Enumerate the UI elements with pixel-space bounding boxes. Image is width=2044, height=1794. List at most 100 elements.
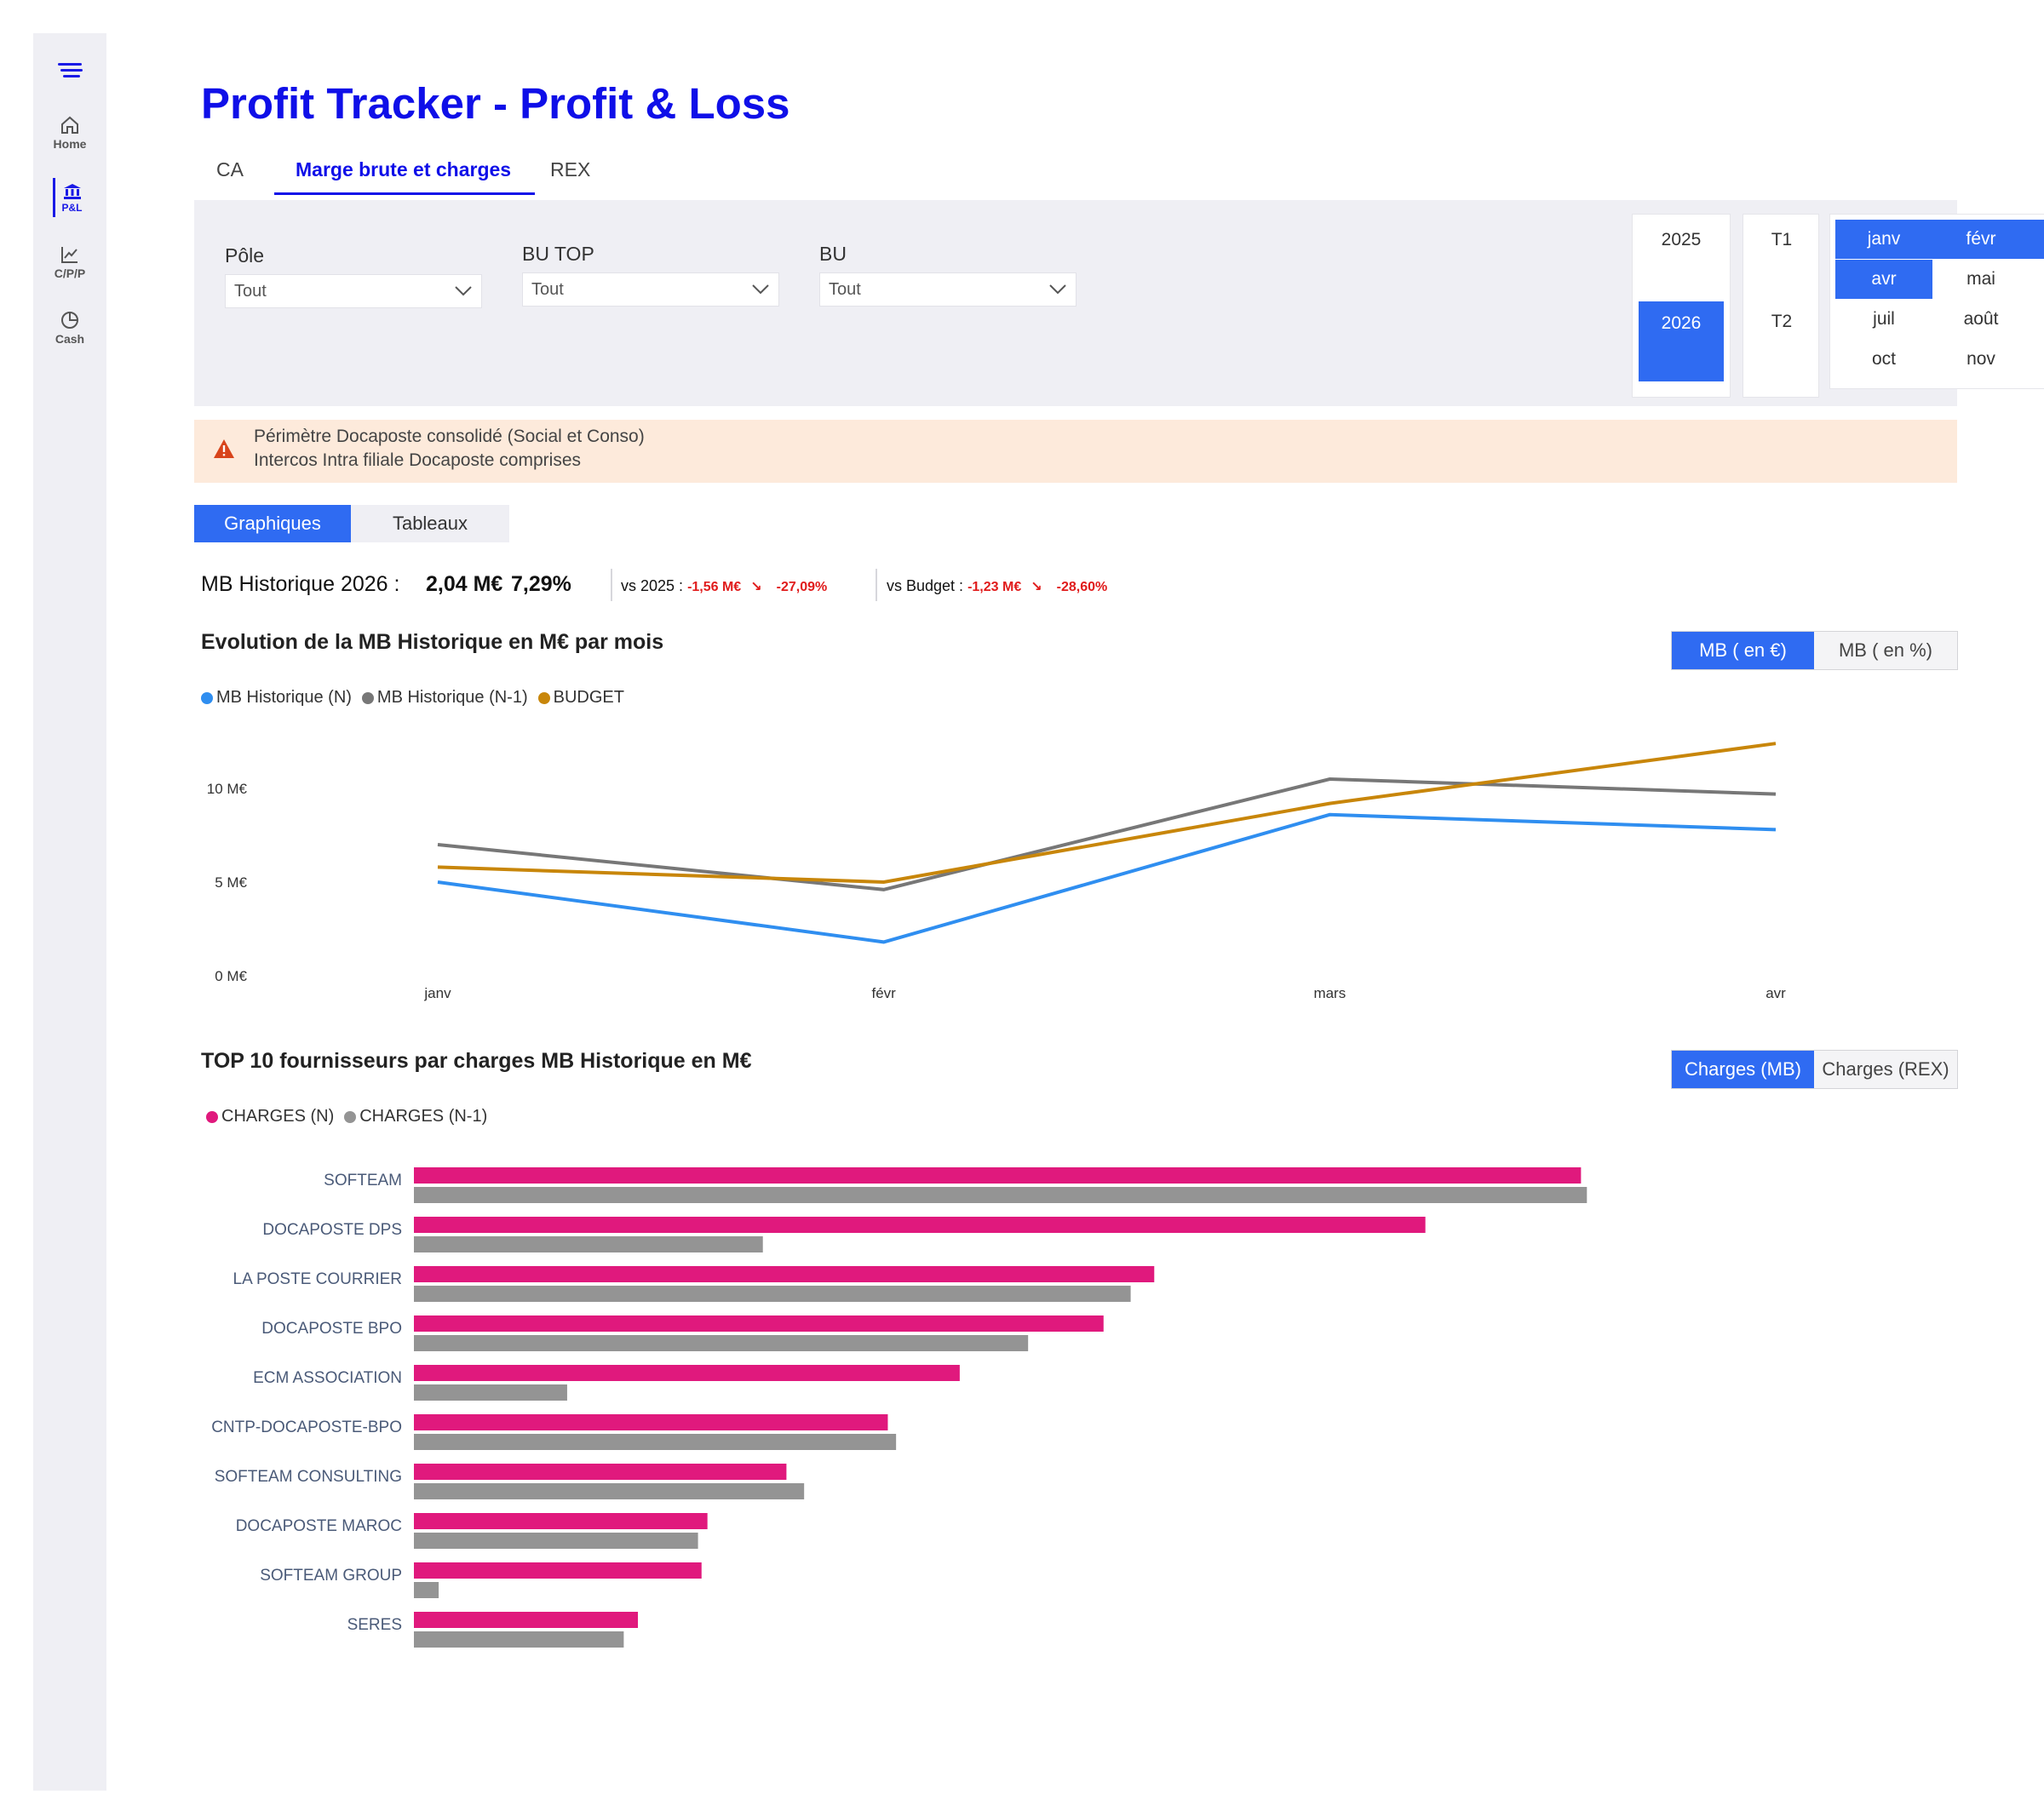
tab-rex[interactable]: REX — [550, 158, 591, 181]
select-value: Tout — [234, 282, 267, 301]
category-label: ECM ASSOCIATION — [253, 1369, 402, 1387]
bar-charges-n — [414, 1365, 960, 1381]
month-11[interactable]: déc — [2030, 340, 2044, 379]
month-8[interactable]: sept — [2030, 300, 2044, 339]
pole-select[interactable]: Tout — [225, 274, 482, 308]
mb-unit-toggle: MB ( en €) MB ( en %) — [1671, 631, 1958, 670]
quarter-t1[interactable]: T1 — [1771, 230, 1793, 249]
chart-line-icon — [61, 247, 78, 263]
legend-label: MB Historique (N-1) — [376, 688, 528, 707]
x-tick-label: mars — [1313, 985, 1346, 1001]
warning-banner: Périmètre Docaposte consolidé (Social et… — [194, 420, 1957, 483]
bu-top-select[interactable]: Tout — [522, 272, 779, 307]
year-2025[interactable]: 2025 — [1661, 230, 1702, 249]
bar-charges-n1 — [414, 1631, 624, 1648]
month-6[interactable]: juil — [1873, 309, 1895, 329]
month-2[interactable]: mars — [2030, 220, 2044, 259]
vs-prev-pct: -27,09% — [776, 580, 828, 594]
filter-pole: Pôle Tout — [225, 244, 482, 308]
charges-toggle: Charges (MB) Charges (REX) — [1671, 1050, 1958, 1089]
category-label: SOFTEAM GROUP — [260, 1567, 402, 1585]
vs-budget-label: vs Budget : — [887, 577, 964, 594]
category-label: SOFTEAM — [324, 1172, 402, 1189]
month-1[interactable]: févr — [1932, 220, 2030, 259]
pie-icon — [61, 312, 78, 329]
kpi-divider — [611, 569, 612, 601]
bar-charges-n — [414, 1266, 1155, 1282]
filter-label: BU TOP — [522, 243, 594, 265]
bar-charges-n — [414, 1513, 708, 1529]
filter-panel: Pôle Tout BU TOP Tout BU Tout 2025 2026 … — [194, 200, 2044, 406]
mb-percent-button[interactable]: MB ( en %) — [1814, 632, 1957, 669]
tab-graphiques[interactable]: Graphiques — [194, 505, 351, 542]
bar-charges-n — [414, 1167, 1582, 1184]
category-label: DOCAPOSTE DPS — [262, 1221, 402, 1239]
x-tick-label: févr — [871, 985, 896, 1001]
year-selector: 2025 2026 — [1632, 214, 1731, 398]
line-chart-title: Evolution de la MB Historique en M€ par … — [201, 630, 664, 654]
legend-label: CHARGES (N-1) — [359, 1107, 488, 1126]
month-3[interactable]: avr — [1835, 260, 1932, 299]
sidebar-item-cpp[interactable]: C/P/P — [33, 244, 106, 280]
kpi-pct: 7,29% — [511, 572, 571, 596]
category-label: SERES — [347, 1616, 402, 1634]
sidebar-item-label: Cash — [55, 332, 85, 346]
select-value: Tout — [829, 280, 861, 299]
trend-down-icon: ↘ — [1031, 580, 1042, 594]
legend-label: CHARGES (N) — [221, 1107, 335, 1126]
kpi-divider — [876, 569, 877, 601]
kpi-label: MB Historique 2026 : — [201, 572, 400, 596]
legend-dot — [361, 691, 374, 704]
bar-charges-n1 — [414, 1236, 763, 1252]
series-line-2 — [437, 742, 1777, 885]
category-label: LA POSTE COURRIER — [233, 1270, 403, 1288]
bu-select[interactable]: Tout — [819, 272, 1077, 307]
bar-charges-n — [414, 1217, 1426, 1233]
charges-rex-button[interactable]: Charges (REX) — [1814, 1051, 1957, 1088]
month-5[interactable]: juin — [2030, 260, 2044, 299]
vs-budget-pct: -28,60% — [1056, 580, 1108, 594]
month-7[interactable]: août — [1963, 309, 1999, 329]
bar-chart: SOFTEAM DOCAPOSTE DPS LA POSTE COURRIER DOC… — [211, 1167, 1588, 1648]
sidebar-item-label: Home — [53, 137, 87, 151]
category-label: DOCAPOSTE BPO — [261, 1320, 402, 1338]
month-10[interactable]: nov — [1966, 349, 1995, 369]
sidebar-item-cash[interactable]: Cash — [33, 310, 106, 346]
category-label: DOCAPOSTE MAROC — [236, 1517, 402, 1535]
charges-mb-button[interactable]: Charges (MB) — [1672, 1051, 1814, 1088]
x-tick-label: janv — [423, 985, 451, 1001]
menu-icon[interactable] — [56, 62, 85, 83]
warning-line-1: Périmètre Docaposte consolidé (Social et… — [254, 427, 645, 446]
tab-marge-brute[interactable]: Marge brute et charges — [296, 158, 512, 181]
category-label: CNTP-DOCAPOSTE-BPO — [211, 1419, 402, 1436]
bar-charges-n — [414, 1612, 638, 1628]
legend-label: BUDGET — [553, 688, 624, 707]
bar-charges-n1 — [414, 1384, 567, 1401]
active-tab-underline — [274, 192, 535, 195]
warning-icon — [214, 439, 234, 458]
line-chart: 0 M€ 5 M€ 10 M€ janv févr mars avr — [207, 742, 1786, 1001]
legend-label: MB Historique (N) — [216, 688, 352, 707]
y-tick-label: 10 M€ — [207, 781, 248, 797]
quarter-t2[interactable]: T2 — [1771, 312, 1793, 331]
bar-charges-n — [414, 1562, 702, 1579]
sidebar-item-label: P&L — [61, 202, 83, 214]
sidebar-item-home[interactable]: Home — [33, 115, 106, 151]
month-0[interactable]: janv — [1835, 220, 1932, 259]
tab-tableaux[interactable]: Tableaux — [351, 505, 509, 542]
legend-dot — [537, 691, 550, 704]
bar-charges-n1 — [414, 1286, 1131, 1302]
filter-label: Pôle — [225, 244, 265, 267]
sidebar-item-pl[interactable]: P&L — [33, 178, 106, 217]
month-9[interactable]: oct — [1871, 349, 1896, 369]
kpi-vs-prev: vs 2025 : -1,56 M€ ↘ -27,09% — [621, 577, 827, 595]
category-label: SOFTEAM CONSULTING — [215, 1468, 402, 1486]
legend-dot — [201, 691, 213, 704]
month-4[interactable]: mai — [1966, 269, 1995, 289]
mb-euro-button[interactable]: MB ( en €) — [1672, 632, 1814, 669]
bar-charges-n — [414, 1414, 888, 1430]
tab-ca[interactable]: CA — [216, 158, 244, 181]
sidebar-item-label: C/P/P — [54, 267, 86, 280]
filter-bu-top: BU TOP Tout — [522, 243, 779, 307]
year-2026[interactable]: 2026 — [1639, 301, 1724, 381]
